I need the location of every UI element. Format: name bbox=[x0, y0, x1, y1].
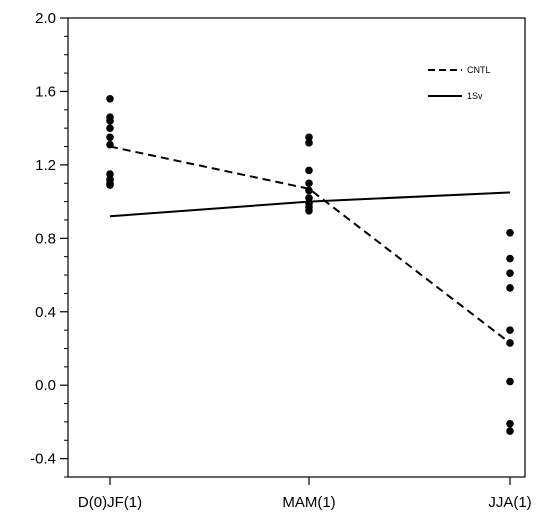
series-line-1sv bbox=[109, 191, 511, 218]
scatter-point bbox=[106, 124, 114, 132]
scatter-point bbox=[506, 269, 514, 278]
series-line-cntl bbox=[109, 145, 511, 344]
x-tick-label: D(0)JF(1) bbox=[78, 494, 142, 511]
legend-label-cntl: CNTL bbox=[467, 65, 491, 75]
scatter-point bbox=[506, 326, 514, 334]
x-tick-label: JJA(1) bbox=[488, 494, 531, 511]
scatter-point bbox=[506, 229, 514, 237]
scatter-point bbox=[305, 194, 313, 202]
scatter-point bbox=[506, 419, 514, 428]
scatter-point bbox=[106, 133, 114, 142]
scatter-point bbox=[506, 427, 514, 435]
scatter-points bbox=[106, 94, 514, 435]
scatter-point bbox=[305, 206, 313, 215]
legend: CNTL 1Sv bbox=[428, 65, 491, 101]
scatter-point bbox=[106, 181, 114, 189]
y-tick-label: -0.4 bbox=[30, 451, 56, 468]
x-tick-label: MAM(1) bbox=[282, 494, 335, 511]
y-axis: -0.4 0.0 0.4 0.8 1.2 1.6 2.0 bbox=[30, 10, 68, 478]
y-tick-label: 1.2 bbox=[35, 157, 56, 174]
scatter-point bbox=[106, 117, 114, 125]
plot-frame bbox=[67, 17, 526, 478]
scatter-point bbox=[106, 170, 114, 178]
x-axis: D(0)JF(1) MAM(1) JJA(1) bbox=[78, 477, 532, 511]
y-tick-label: 0.8 bbox=[35, 230, 56, 247]
scatter-point bbox=[506, 377, 514, 386]
plot-border bbox=[67, 17, 526, 478]
scatter-point bbox=[506, 284, 514, 292]
scatter-point bbox=[305, 166, 313, 175]
y-tick-label: 0.4 bbox=[35, 304, 56, 321]
scatter-point bbox=[106, 94, 114, 103]
legend-label-1sv: 1Sv bbox=[467, 91, 483, 101]
scatter-point bbox=[506, 254, 514, 263]
series-lines bbox=[109, 145, 511, 344]
scatter-point bbox=[305, 139, 313, 147]
scatter-point bbox=[305, 179, 313, 188]
y-tick-label: 2.0 bbox=[35, 10, 56, 27]
y-tick-label: 1.6 bbox=[35, 83, 56, 100]
y-tick-label: 0.0 bbox=[35, 377, 56, 394]
scatter-point bbox=[305, 133, 313, 142]
